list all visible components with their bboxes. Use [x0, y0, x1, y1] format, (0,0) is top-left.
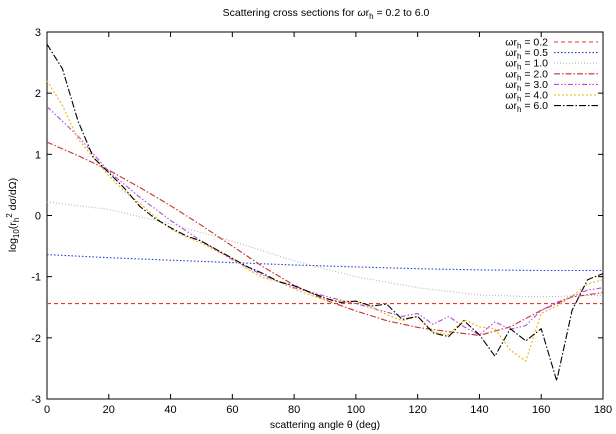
y-tick-label: 0: [35, 211, 41, 223]
x-tick-label: 20: [103, 404, 115, 416]
series-lines: [46, 43, 604, 382]
y-tick-label: -2: [31, 333, 41, 345]
x-tick-label: 60: [226, 404, 238, 416]
x-tick-label: 40: [164, 404, 176, 416]
legend-label-1: ωrh = 0.5: [505, 47, 548, 61]
legend-label-5: ωrh = 4.0: [505, 90, 548, 104]
y-tick-label: 3: [35, 27, 41, 39]
series-line-6: [46, 43, 604, 382]
x-tick-label: 160: [532, 404, 550, 416]
series-line-1: [46, 254, 603, 272]
legend-label-4: ωrh = 3.0: [505, 79, 548, 93]
x-tick-label: 100: [347, 404, 365, 416]
legend-label-0: ωrh = 0.2: [505, 37, 548, 51]
y-axis-label: log10(rh2 dσ/dΩ): [5, 178, 21, 252]
x-tick-label: 180: [594, 404, 612, 416]
x-tick-label: 80: [288, 404, 300, 416]
x-tick-label: 120: [408, 404, 426, 416]
series-line-3: [46, 141, 604, 336]
x-tick-label: 0: [44, 404, 50, 416]
legend-label-2: ωrh = 1.0: [505, 58, 548, 72]
y-tick-label: 2: [35, 88, 41, 100]
legend-label-3: ωrh = 2.0: [505, 68, 548, 82]
y-tick-label: -1: [31, 272, 41, 284]
x-axis-label: scattering angle θ (deg): [270, 419, 380, 431]
x-tick-label: 140: [470, 404, 488, 416]
series-line-5: [46, 80, 604, 362]
legend-label-6: ωrh = 6.0: [505, 100, 548, 114]
y-tick-label: -3: [31, 394, 41, 406]
chart-title: Scattering cross sections for ωrh = 0.2 …: [223, 7, 430, 21]
y-tick-label: 1: [35, 149, 41, 161]
axis-ticks: 0 20 40 60 80 100 120 140 160 180 -3 -2 -1 0 1 2 3: [31, 27, 612, 416]
series-line-4: [46, 106, 604, 336]
series-line-2: [46, 201, 604, 298]
